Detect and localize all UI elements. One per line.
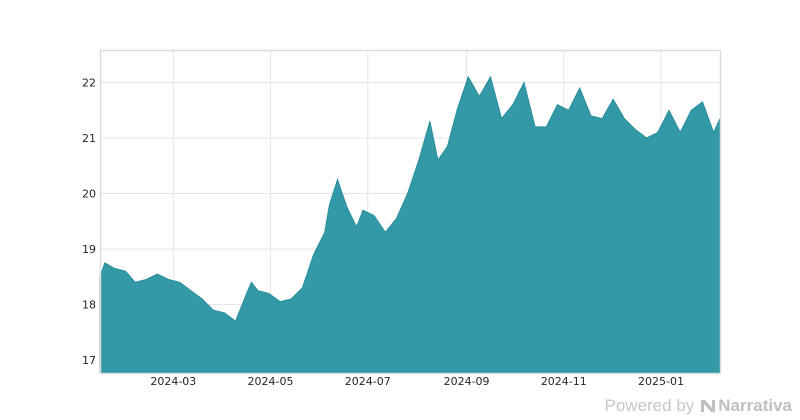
narrativa-brand[interactable]: Narrativa bbox=[700, 396, 792, 416]
y-tick-label: 21 bbox=[82, 132, 96, 145]
y-tick-label: 17 bbox=[82, 354, 96, 367]
plot-frame bbox=[99, 49, 722, 375]
powered-by-footer: Powered by Narrativa bbox=[605, 396, 793, 416]
x-tick-label: 2024-07 bbox=[345, 375, 391, 388]
price-area bbox=[99, 75, 721, 374]
x-axis: 2024-03 2024-05 2024-07 2024-09 2024-11 2025-… bbox=[150, 375, 684, 388]
narrativa-logo-icon bbox=[701, 400, 716, 412]
x-tick-label: 2024-03 bbox=[150, 375, 196, 388]
y-tick-label: 20 bbox=[82, 188, 96, 201]
x-tick-label: 2025-01 bbox=[638, 375, 684, 388]
y-tick-label: 22 bbox=[82, 77, 96, 90]
y-tick-label: 18 bbox=[82, 299, 96, 312]
x-tick-label: 2024-11 bbox=[541, 375, 587, 388]
x-tick-label: 2024-09 bbox=[444, 375, 490, 388]
brand-name: Narrativa bbox=[718, 396, 792, 415]
y-tick-label: 19 bbox=[82, 243, 96, 256]
y-axis: 17 18 19 20 21 22 bbox=[82, 77, 96, 368]
powered-by-label: Powered by bbox=[604, 396, 695, 415]
x-tick-label: 2024-05 bbox=[248, 375, 294, 388]
